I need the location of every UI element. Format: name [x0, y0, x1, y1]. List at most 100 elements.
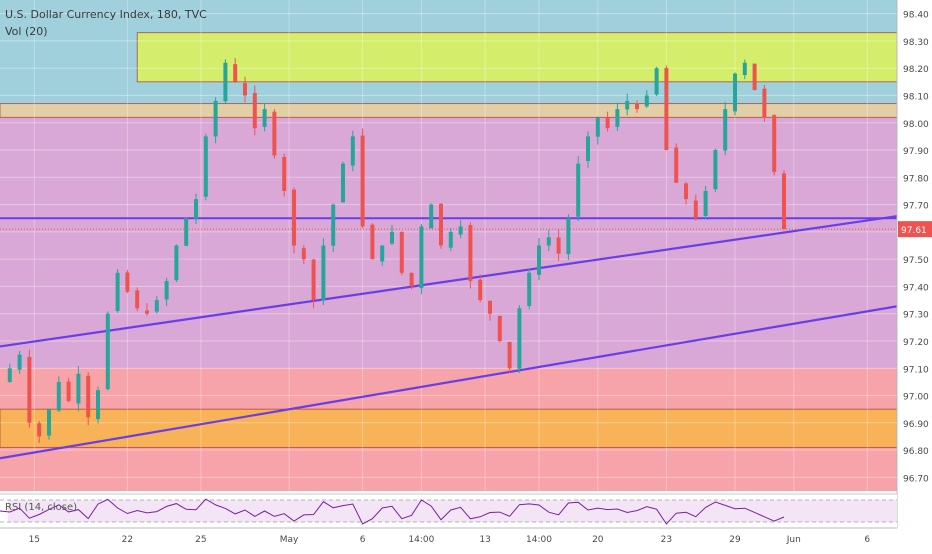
candle-body: [272, 111, 277, 156]
chart-title: U.S. Dollar Currency Index, 180, TVC: [5, 8, 207, 21]
x-tick-label: Jun: [786, 535, 801, 545]
candle-body: [478, 279, 483, 301]
candle-body: [644, 95, 649, 107]
candle: [723, 101, 728, 156]
candle-body: [321, 245, 326, 301]
candle: [154, 296, 159, 314]
y-tick-label: 97.90: [903, 147, 929, 157]
candle-body: [752, 63, 757, 91]
price-axis-bg: [897, 0, 932, 550]
candle: [135, 287, 140, 312]
candle: [47, 408, 51, 440]
candle: [546, 229, 551, 252]
volume-label: Vol (20): [5, 25, 48, 38]
candle-body: [252, 92, 257, 129]
candle: [527, 268, 532, 310]
candle: [752, 63, 757, 91]
candle: [321, 238, 326, 306]
candle: [105, 311, 110, 391]
candle-body: [360, 135, 365, 227]
candle-body: [576, 163, 581, 217]
trendline-2: [0, 304, 902, 460]
candle: [360, 128, 365, 229]
candle-body: [762, 88, 767, 118]
candle-body: [370, 224, 375, 260]
candle: [772, 114, 777, 176]
candle-body: [135, 290, 140, 309]
candle-body: [664, 68, 669, 151]
y-tick-label: 98.10: [903, 92, 929, 102]
candle: [488, 300, 492, 321]
candle-body: [458, 226, 463, 235]
candle: [458, 220, 463, 239]
candle: [262, 103, 267, 132]
candle-body: [497, 315, 502, 341]
candle: [115, 269, 120, 313]
candle-body: [380, 245, 385, 262]
candle: [223, 59, 228, 104]
candle: [125, 269, 130, 294]
x-tick-label: 23: [661, 535, 672, 545]
candle-body: [546, 237, 551, 246]
candle-body: [262, 109, 267, 127]
candle: [517, 305, 522, 373]
candle: [556, 229, 561, 261]
candle-body: [654, 68, 659, 95]
candle: [213, 97, 218, 144]
candle: [203, 133, 208, 201]
candle: [311, 258, 316, 309]
candle-body: [488, 300, 492, 314]
candle-body: [399, 231, 404, 273]
y-tick-label: 98.20: [903, 65, 929, 75]
candle-body: [194, 199, 198, 219]
candle: [468, 222, 473, 289]
candles: [7, 58, 786, 443]
price-tag-value: 97.61: [901, 226, 927, 236]
candle-body: [301, 248, 306, 260]
candle: [429, 203, 434, 229]
candle-body: [115, 272, 120, 312]
candle-body: [154, 300, 159, 312]
candle: [292, 187, 296, 254]
y-tick-label: 97.20: [903, 338, 929, 348]
x-tick-label: 13: [479, 535, 490, 545]
zone-support-box: [0, 408, 898, 448]
candle-body: [674, 147, 679, 183]
y-tick-label: 98.00: [903, 120, 929, 130]
candle-body: [772, 115, 777, 172]
candle: [301, 245, 306, 264]
candle: [605, 111, 610, 132]
x-tick-label: 20: [592, 535, 604, 545]
candle-body: [213, 100, 218, 137]
candle: [380, 245, 385, 266]
candle-body: [419, 226, 424, 288]
candle-body: [66, 381, 71, 401]
candle-body: [507, 342, 512, 369]
candle-body: [742, 62, 747, 76]
candle: [478, 274, 483, 303]
y-tick-label: 97.40: [903, 283, 929, 293]
candle-body: [174, 245, 179, 281]
candle: [713, 148, 718, 192]
candle: [164, 277, 169, 306]
candle-body: [76, 373, 81, 404]
candle-body: [233, 64, 238, 82]
candle: [66, 377, 71, 403]
candle-body: [684, 183, 688, 200]
candle-body: [341, 163, 345, 203]
candle: [635, 100, 639, 113]
candle: [782, 170, 786, 230]
rsi-band: [8, 500, 897, 522]
candle-body: [203, 136, 208, 197]
y-tick-label: 97.50: [903, 256, 929, 266]
y-tick-label: 98.30: [903, 38, 929, 48]
candle: [625, 93, 630, 116]
candle-body: [86, 375, 91, 418]
candle: [409, 272, 414, 290]
y-tick-label: 98.40: [903, 11, 929, 21]
candle: [497, 315, 502, 343]
candle: [595, 116, 600, 145]
candle: [674, 143, 679, 184]
candle: [537, 238, 541, 281]
